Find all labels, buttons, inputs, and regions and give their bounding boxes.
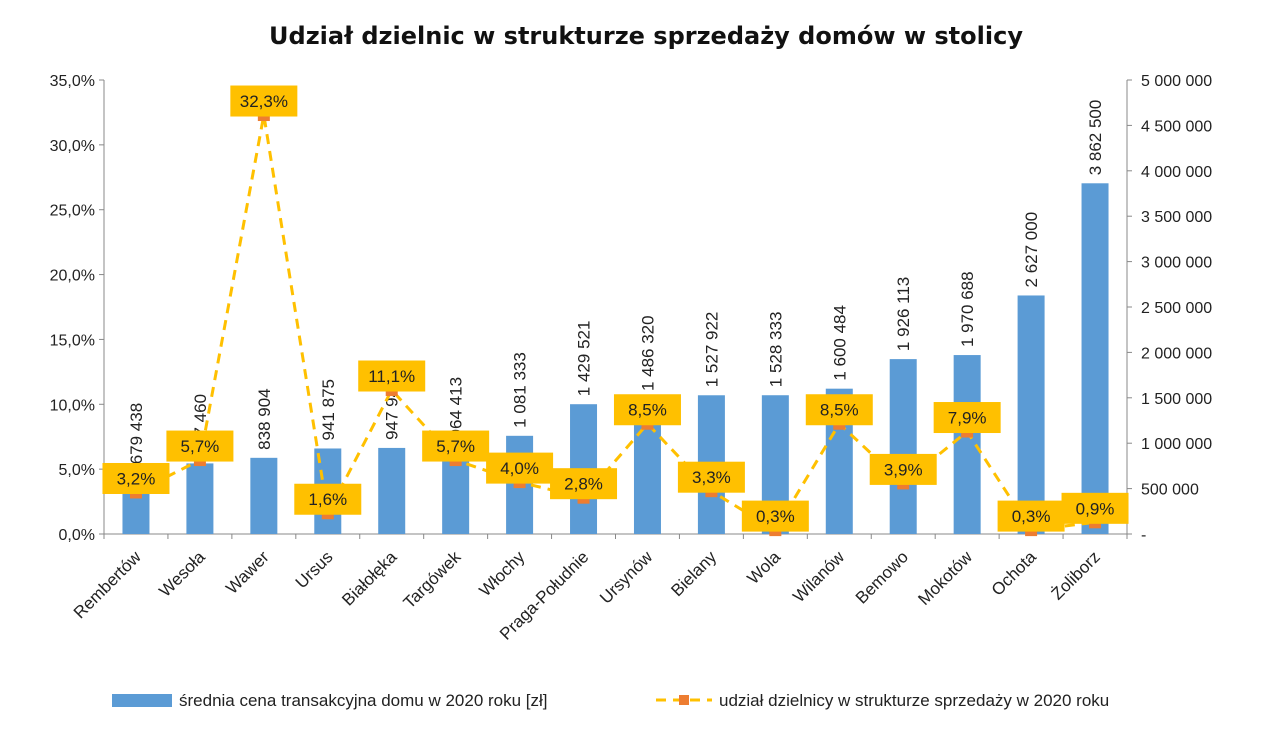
share-label: 4,0%: [500, 459, 539, 478]
share-label: 7,9%: [948, 409, 987, 428]
bar-value-label: 1 926 113: [894, 277, 913, 351]
share-label: 0,9%: [1076, 499, 1115, 518]
bar-value-label: 3 862 500: [1086, 100, 1105, 176]
bar-value-label: 838 904: [255, 388, 274, 449]
bar-value-label: 679 438: [127, 403, 146, 464]
y-right-tick-label: -: [1141, 527, 1146, 544]
y-right-tick-label: 3 500 000: [1141, 209, 1212, 226]
share-label-box: [294, 483, 362, 515]
category-label-mokotow: Mokotów: [914, 547, 976, 609]
share-label-box: [102, 462, 170, 494]
category-labels: Rembertów Wesoła Wawer Ursus Białołęka Targów…: [70, 547, 1104, 644]
bar-wawer: [250, 457, 278, 534]
category-label-wesola: Wesoła: [155, 547, 209, 601]
share-label: 8,5%: [820, 401, 859, 420]
bar-zoliborz: [1081, 183, 1109, 534]
legend-bar-label: średnia cena transakcyjna domu w 2020 ro…: [179, 691, 548, 710]
bar-value-label: 941 875: [319, 379, 338, 440]
y-left-tick-label: 25,0%: [50, 203, 95, 220]
y-left-tick-label: 10,0%: [50, 397, 95, 414]
y-right-tick-label: 1 500 000: [1141, 391, 1212, 408]
share-label: 3,3%: [692, 468, 731, 487]
category-label-bemowo: Bemowo: [852, 547, 912, 607]
share-label: 0,3%: [1012, 507, 1051, 526]
share-label: 3,9%: [884, 460, 923, 479]
line-series: 3,2% 5,7% 32,3% 1,6% 11,1% 5,7% 4,0% 2,8% 8,5% 3,…: [102, 85, 1129, 537]
bar-value-label: 1 528 333: [766, 312, 785, 388]
share-label: 32,3%: [240, 92, 288, 111]
y-right-tick-label: 4 000 000: [1141, 164, 1212, 181]
bar-value-label: 1 081 333: [511, 352, 530, 428]
y-right-tick-label: 2 000 000: [1141, 345, 1212, 362]
share-label-box: [869, 453, 937, 485]
legend-bar-swatch: [112, 694, 172, 707]
bar-wesola: [186, 463, 214, 534]
bar-bialoleka: [378, 447, 406, 534]
bar-value-label: 1 527 922: [702, 312, 721, 388]
share-label: 8,5%: [628, 401, 667, 420]
y-left-tick-label: 20,0%: [50, 268, 95, 285]
bar-value-label: 1 486 320: [638, 315, 657, 391]
share-label: 0,3%: [756, 507, 795, 526]
share-label-box: [166, 430, 234, 462]
bar-value-labels: 679 438 777 460 838 904 941 875 947 948 964 4…: [127, 100, 1105, 465]
share-label: 11,1%: [368, 367, 415, 386]
category-label-bialoleka: Białołęka: [338, 547, 401, 610]
share-label-box: [550, 468, 618, 500]
category-label-bielany: Bielany: [667, 547, 720, 600]
category-label-wilanow: Wilanów: [789, 547, 848, 606]
y-left-tick-label: 30,0%: [50, 138, 95, 155]
y-left-tick-label: 0,0%: [59, 527, 95, 544]
y-right-tick-label: 2 500 000: [1141, 300, 1212, 317]
share-label: 1,6%: [308, 490, 347, 509]
share-label-box: [613, 394, 681, 426]
share-label-box: [933, 402, 1001, 434]
y-right-tick-label: 500 000: [1141, 482, 1199, 499]
bar-value-label: 1 600 484: [830, 305, 849, 381]
share-label: 5,7%: [436, 437, 475, 456]
share-label-box: [422, 430, 490, 462]
axes: 0,0% 5,0% 10,0% 15,0% 20,0% 25,0% 30,0% 35,0% - 5…: [50, 73, 1213, 544]
category-label-wlochy: Włochy: [476, 547, 529, 600]
category-label-targowek: Targówek: [400, 547, 465, 612]
share-label-box: [230, 85, 298, 117]
y-left-tick-label: 15,0%: [50, 332, 95, 349]
share-label: 5,7%: [181, 437, 220, 456]
bar-value-label: 2 627 000: [1022, 212, 1041, 288]
y-left-tick-label: 5,0%: [59, 462, 95, 479]
share-label: 2,8%: [564, 475, 603, 494]
bar-bemowo: [889, 359, 917, 534]
share-label-box: [486, 452, 554, 484]
category-label-wola: Wola: [744, 547, 785, 588]
legend-line-marker: [679, 695, 689, 705]
share-label-box: [1061, 492, 1129, 524]
y-left-tick-label: 35,0%: [50, 73, 95, 90]
share-label-box: [677, 461, 745, 493]
bar-value-label: 964 413: [447, 377, 466, 438]
share-label-box: [997, 500, 1065, 532]
share-label: 3,2%: [117, 469, 156, 488]
legend-line-label: udział dzielnicy w strukturze sprzedaży …: [719, 691, 1109, 710]
category-label-wawer: Wawer: [222, 547, 273, 598]
bar-ochota: [1017, 295, 1045, 534]
share-line: [135, 113, 1096, 532]
category-label-ursus: Ursus: [292, 547, 337, 592]
category-label-ursynow: Ursynów: [596, 547, 657, 608]
y-right-tick-label: 5 000 000: [1141, 73, 1212, 90]
legend: średnia cena transakcyjna domu w 2020 ro…: [112, 691, 1109, 710]
share-label-box: [358, 360, 426, 392]
category-label-zoliborz: Żoliborz: [1048, 547, 1104, 603]
y-right-tick-label: 3 000 000: [1141, 255, 1212, 272]
y-right-tick-label: 1 000 000: [1141, 436, 1212, 453]
y-right-tick-label: 4 500 000: [1141, 118, 1212, 135]
category-label-ochota: Ochota: [988, 547, 1041, 600]
category-label-rembertow: Rembertów: [70, 547, 145, 622]
share-label-box: [741, 500, 809, 532]
bar-series: [122, 183, 1109, 534]
bar-value-label: 1 429 521: [575, 321, 594, 397]
chart-title: Udział dzielnic w strukturze sprzedaży d…: [269, 22, 1023, 50]
bar-value-label: 1 970 688: [958, 271, 977, 347]
share-label-box: [805, 394, 873, 426]
